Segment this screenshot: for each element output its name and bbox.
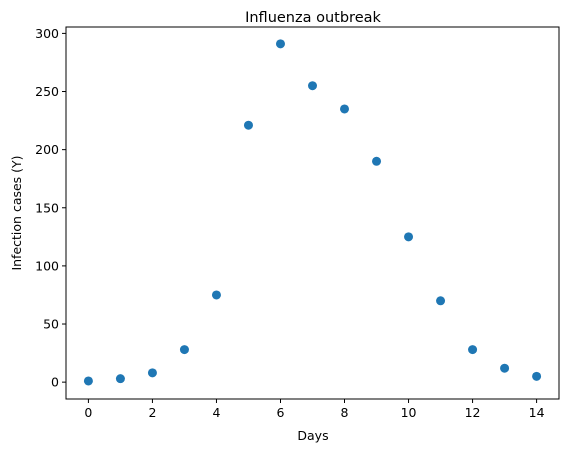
data-point <box>308 81 317 91</box>
data-point <box>404 232 414 242</box>
x-tick-label: 14 <box>529 405 545 420</box>
data-point <box>372 156 382 166</box>
x-tick-label: 4 <box>212 405 220 420</box>
data-point <box>243 120 253 130</box>
x-axis-label: Days <box>297 428 328 443</box>
data-point <box>500 363 510 373</box>
x-tick-label: 12 <box>465 405 481 420</box>
x-tick-label: 8 <box>341 405 349 420</box>
x-tick-label: 10 <box>401 405 417 420</box>
y-tick-label: 0 <box>51 375 59 390</box>
x-tick-label: 6 <box>277 405 285 420</box>
y-tick-label: 150 <box>35 200 59 215</box>
data-points <box>83 39 542 386</box>
data-point <box>532 371 542 381</box>
chart-title: Influenza outbreak <box>245 10 381 26</box>
data-point <box>147 368 157 378</box>
x-axis-ticks: 0 2 4 6 8 10 12 14 <box>84 399 545 420</box>
data-point <box>340 104 350 114</box>
x-tick-label: 2 <box>148 405 156 420</box>
y-tick-label: 50 <box>43 317 59 332</box>
y-tick-label: 100 <box>35 258 59 273</box>
data-point <box>179 345 189 355</box>
y-axis-ticks: 0 50 100 150 200 250 300 <box>35 26 66 390</box>
y-tick-label: 300 <box>35 26 59 41</box>
y-tick-label: 200 <box>35 142 59 157</box>
data-point <box>211 290 221 300</box>
y-axis-label: Infection cases (Y) <box>9 155 24 270</box>
data-point <box>83 376 93 386</box>
x-tick-label: 0 <box>84 405 92 420</box>
data-point <box>468 345 478 355</box>
data-point <box>275 39 285 49</box>
plot-area-frame <box>65 26 560 400</box>
data-point <box>436 296 446 306</box>
data-point <box>115 374 125 384</box>
y-tick-label: 250 <box>35 84 59 99</box>
